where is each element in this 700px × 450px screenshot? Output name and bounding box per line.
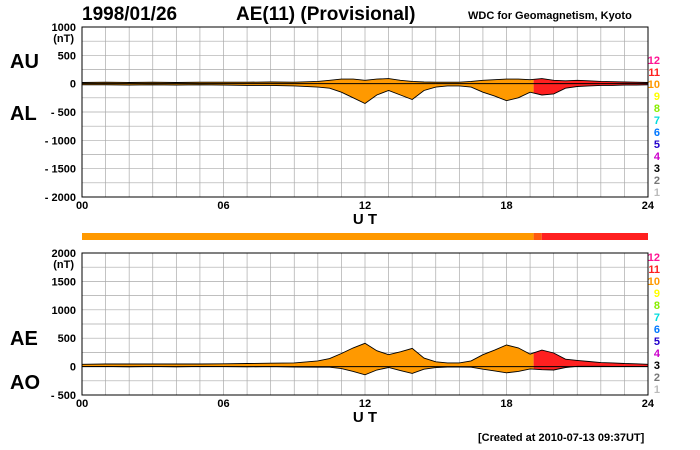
ae-ao-frame [81,252,649,396]
index-title: AE(11) (Provisional) [236,4,416,25]
ae-ao-x-tick-label: 18 [500,398,512,410]
ae-label: AE [10,328,38,350]
bottom-level-10: 10 [647,276,660,288]
au-al-x-tick-label: 24 [642,200,655,212]
au-line [81,78,649,83]
top-level-12: 12 [647,55,660,67]
al-label: AL [10,103,37,125]
top-level-10: 10 [647,79,660,91]
au-al-x-axis-label: U T [353,211,377,228]
au-al-y-tick-label: 500 [58,50,76,62]
ae-ao-x-tick-label: 06 [217,398,229,410]
bottom-level-2: 2 [653,372,660,384]
ae-ao-y-tick-label: 500 [58,333,76,345]
au-al-y-tick-label: 1000 [52,22,76,34]
bottom-level-4: 4 [653,348,660,360]
status-bar-segment [533,233,542,240]
date-title: 1998/01/26 [82,4,178,25]
au-al-frame [81,26,649,198]
credit-label: WDC for Geomagnetism, Kyoto [468,10,632,22]
bottom-level-11: 11 [648,264,660,276]
ae-ao-unit-label: (nT) [53,259,74,271]
created-timestamp: [Created at 2010-07-13 09:37UT] [478,432,645,444]
top-level-2: 2 [653,175,660,187]
au-al-y-tick-label: - 1000 [45,135,76,147]
ae-ao-y-tick-label: 0 [70,362,76,374]
bottom-level-9: 9 [653,288,660,300]
top-level-6: 6 [653,127,660,139]
top-level-4: 4 [653,151,660,163]
al-line [82,84,649,105]
ao-label: AO [10,372,40,394]
ae-ao-x-axis-label: U T [353,409,377,426]
au-al-x-tick-label: 18 [500,200,512,212]
top-level-5: 5 [653,139,660,151]
ae-line [81,342,649,365]
top-level-9: 9 [653,91,660,103]
ae-ao-y-tick-label: 2000 [52,248,76,260]
ae-ao-y-tick-label: 1000 [52,305,76,317]
ao-area-late [533,366,648,370]
bottom-level-12: 12 [647,252,660,264]
au-al-x-tick-label: 12 [359,200,371,212]
au-al-y-tick-label: - 1500 [45,164,76,176]
ae-ao-y-tick-label: 1500 [52,276,76,288]
au-label: AU [10,51,39,73]
ae-area [82,343,534,367]
ae-ao-x-tick-label: 12 [359,398,371,410]
au-al-y-tick-label: - 2000 [45,192,76,204]
au-al-y-tick-label: 0 [70,79,76,91]
ae-ao-y-tick-label: - 500 [51,390,76,402]
au-al-x-tick-label: 06 [217,200,229,212]
top-level-3: 3 [653,163,660,175]
top-level-1: 1 [653,187,660,199]
bottom-level-6: 6 [653,324,660,336]
top-level-11: 11 [648,67,660,79]
ae-ao-x-tick-label: 00 [76,398,88,410]
bottom-level-5: 5 [653,336,660,348]
bottom-level-7: 7 [653,312,660,324]
au-al-x-tick-label: 00 [76,200,88,212]
ae-ao-x-tick-label: 24 [642,398,655,410]
au-al-unit-label: (nT) [53,33,74,45]
bottom-level-8: 8 [653,300,660,312]
al-area [82,83,534,104]
status-bar-segment [82,233,534,240]
ao-area [82,366,534,375]
status-bar-segment [541,233,648,240]
bottom-level-1: 1 [653,384,660,396]
bottom-level-3: 3 [653,360,660,372]
top-level-7: 7 [653,115,660,127]
ae-area-late [533,350,648,367]
au-al-y-tick-label: - 500 [51,107,76,119]
top-level-8: 8 [653,103,660,115]
al-area-late [533,83,648,95]
